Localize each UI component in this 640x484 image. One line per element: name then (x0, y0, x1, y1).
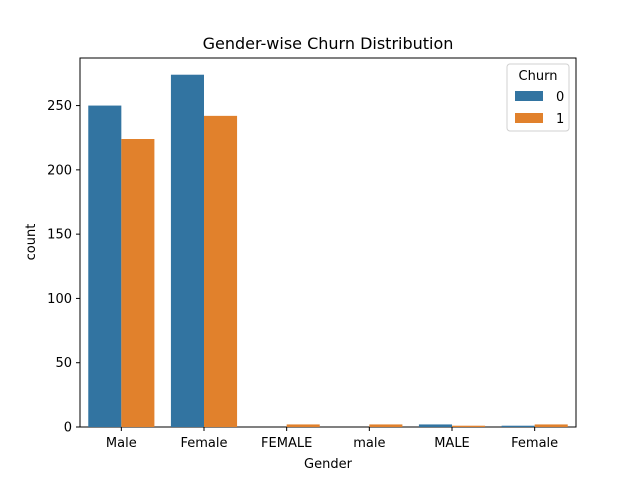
chart-title: Gender-wise Churn Distribution (203, 34, 454, 53)
y-axis-label: count (24, 224, 39, 261)
bar-male-4-churn-0 (418, 424, 452, 427)
bar-female-1-churn-1 (204, 115, 238, 428)
bar-male-3-churn-1 (369, 424, 403, 427)
x-tick-label: Female (511, 436, 558, 451)
x-tick-label: Female (180, 436, 227, 451)
bar-male-0-churn-1 (121, 139, 155, 427)
bars-layer (88, 74, 568, 428)
legend-label-1: 1 (556, 112, 564, 127)
y-tick-label: 250 (47, 99, 72, 114)
x-tick-label: Male (106, 436, 137, 451)
bar-female-1-churn-0 (170, 74, 204, 428)
bar-female-2-churn-1 (286, 424, 320, 427)
bar-male-0-churn-0 (88, 105, 122, 427)
x-axis: Male Female FEMALE male MALE Female (106, 427, 558, 451)
legend-label-0: 0 (556, 90, 564, 105)
y-tick-label: 0 (64, 421, 72, 436)
legend-swatch-0 (515, 91, 543, 101)
plot-frame (79, 57, 577, 428)
y-tick-label: 150 (47, 228, 72, 243)
y-tick-label: 50 (55, 356, 72, 371)
legend-title: Churn (519, 69, 558, 84)
legend-items: 01 (515, 90, 564, 127)
x-tick-label: male (353, 436, 385, 451)
y-tick-label: 200 (47, 163, 72, 178)
y-axis: 0 50 100 150 200 250 (47, 99, 80, 436)
x-tick-label: MALE (434, 436, 470, 451)
x-axis-label: Gender (304, 457, 353, 472)
bar-male-4-churn-1 (452, 425, 486, 427)
bar-female-5-churn-1 (534, 424, 568, 427)
legend-swatch-1 (515, 113, 543, 123)
x-tick-label: FEMALE (261, 436, 312, 451)
legend: Churn 01 (506, 63, 570, 132)
bar-female-5-churn-0 (501, 425, 535, 427)
y-tick-label: 100 (47, 292, 72, 307)
